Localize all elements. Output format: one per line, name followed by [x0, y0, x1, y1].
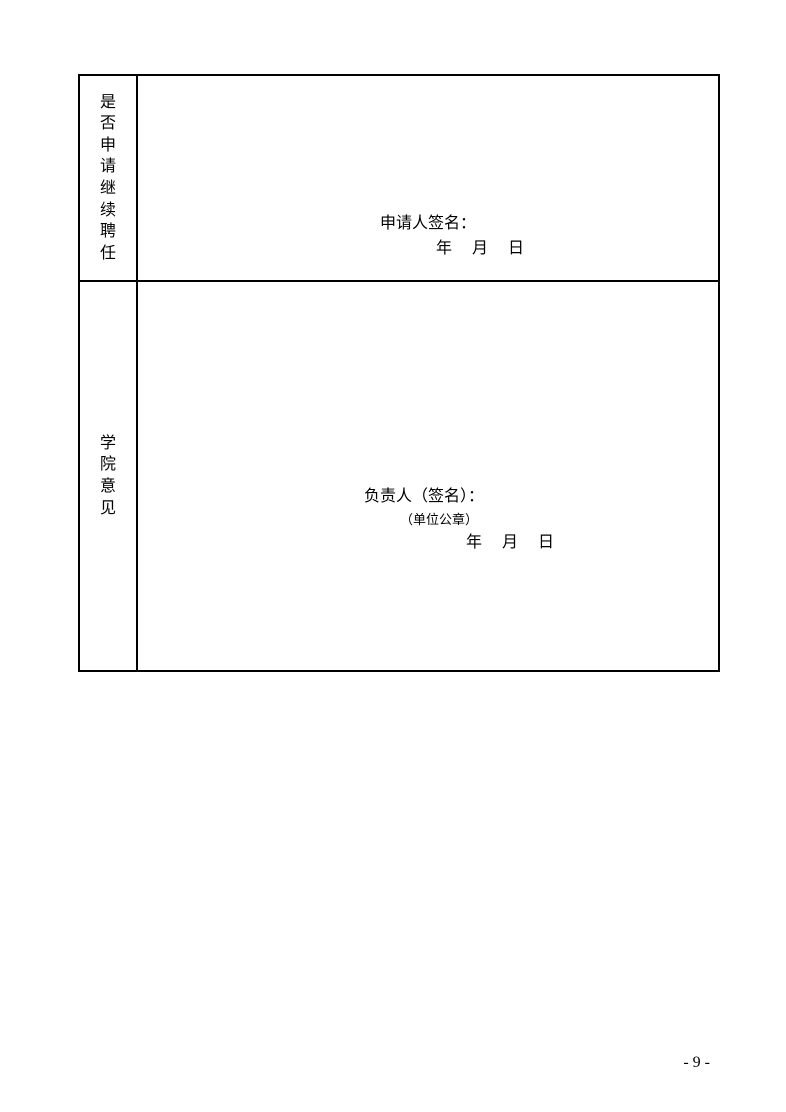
page-number: - 9 - [683, 1054, 710, 1072]
responsible-date-line: 年 月 日 [138, 530, 718, 556]
label-college-opinion-text: 学院意见 [100, 433, 116, 519]
row-college-opinion: 学院意见 负责人（签名）： （单位公章） 年 月 日 [79, 281, 719, 671]
signature-block-applicant: 申请人签名： 年 月 日 [138, 211, 718, 262]
row-continue-appointment: 是否申请继续聘任 申请人签名： 年 月 日 [79, 75, 719, 281]
page-container: 是否申请继续聘任 申请人签名： 年 月 日 学院意见 负责人（签名）： （单位公… [0, 0, 786, 1112]
responsible-signature-label: 负责人（签名）： [138, 484, 718, 510]
applicant-signature-label: 申请人签名： [138, 211, 718, 237]
label-continue-appointment-text: 是否申请继续聘任 [100, 92, 116, 265]
content-continue-appointment: 申请人签名： 年 月 日 [137, 75, 719, 281]
label-continue-appointment: 是否申请继续聘任 [79, 75, 137, 281]
unit-stamp-note: （单位公章） [138, 510, 718, 531]
content-college-opinion: 负责人（签名）： （单位公章） 年 月 日 [137, 281, 719, 671]
label-college-opinion: 学院意见 [79, 281, 137, 671]
applicant-date-line: 年 月 日 [138, 236, 718, 262]
form-table: 是否申请继续聘任 申请人签名： 年 月 日 学院意见 负责人（签名）： （单位公… [78, 74, 720, 672]
signature-block-responsible: 负责人（签名）： （单位公章） 年 月 日 [138, 484, 718, 556]
